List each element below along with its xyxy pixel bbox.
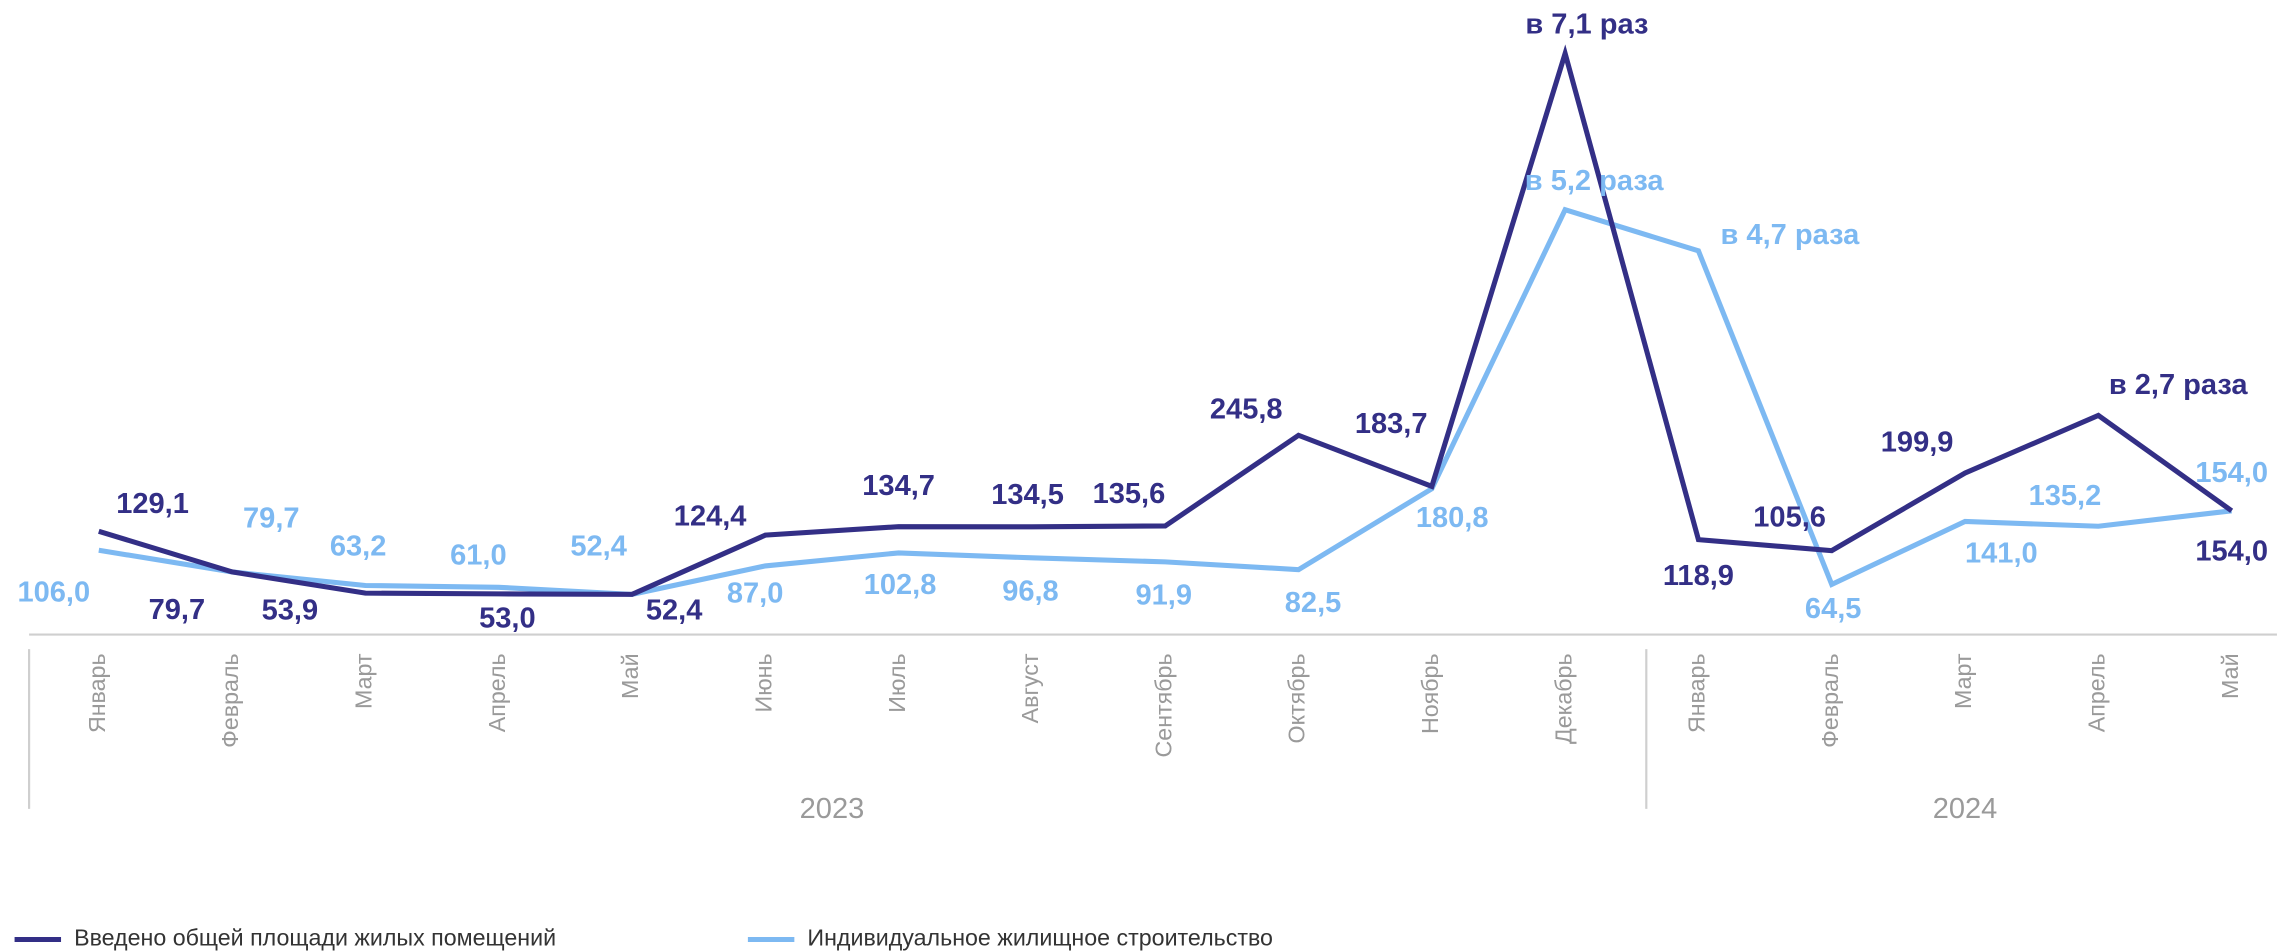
series-line xyxy=(98,44,2234,597)
data-label: 53,9 xyxy=(262,595,319,627)
data-label: 102,8 xyxy=(864,569,937,601)
legend-label: Введено общей площади жилых помещений xyxy=(74,925,556,951)
data-label: 61,0 xyxy=(450,539,507,571)
year-label: 2023 xyxy=(800,793,865,825)
data-label: в 7,1 раз xyxy=(1525,9,1648,41)
data-label: в 4,7 раза xyxy=(1721,219,1861,251)
data-label: 245,8 xyxy=(1210,393,1283,425)
x-tick-label: Октябрь xyxy=(1284,653,1310,743)
data-label: 154,0 xyxy=(2195,536,2268,568)
data-label: 52,4 xyxy=(570,531,627,563)
data-label: 79,7 xyxy=(243,502,300,534)
data-label: 82,5 xyxy=(1285,587,1342,619)
x-tick-label: Февраль xyxy=(217,653,243,747)
data-label: в 5,2 раза xyxy=(1525,165,1665,197)
data-label: 129,1 xyxy=(116,488,189,520)
data-label: 52,4 xyxy=(646,594,703,626)
data-label: 91,9 xyxy=(1136,579,1193,611)
x-tick-label: Ноябрь xyxy=(1417,653,1443,734)
x-tick-label: Март xyxy=(1950,653,1976,709)
data-label: 79,7 xyxy=(149,594,206,626)
data-label: 154,0 xyxy=(2195,457,2268,489)
x-tick-label: Апрель xyxy=(484,653,510,732)
data-label: 106,0 xyxy=(17,577,90,609)
data-label: 199,9 xyxy=(1881,427,1954,459)
data-label: в 2,7 раза xyxy=(2109,369,2249,401)
series-line xyxy=(98,206,2232,597)
legend-label: Индивидуальное жилищное строительство xyxy=(807,925,1273,951)
x-tick-label: Март xyxy=(351,653,377,709)
x-tick-label: Январь xyxy=(84,653,110,733)
data-label: 134,5 xyxy=(991,479,1064,511)
data-label: 183,7 xyxy=(1355,408,1428,440)
x-tick-label: Сентябрь xyxy=(1150,653,1176,757)
x-tick-label: Май xyxy=(2217,653,2243,699)
x-tick-label: Январь xyxy=(1684,653,1710,733)
data-label: 135,6 xyxy=(1093,478,1166,510)
data-label: 87,0 xyxy=(727,578,784,610)
data-label: 134,7 xyxy=(862,470,935,502)
year-label: 2024 xyxy=(1933,793,1998,825)
data-label: 180,8 xyxy=(1416,502,1489,534)
x-tick-label: Июнь xyxy=(750,653,776,712)
data-label: 64,5 xyxy=(1805,593,1862,625)
x-tick-label: Декабрь xyxy=(1550,653,1576,744)
x-tick-label: Февраль xyxy=(1817,653,1843,747)
data-label: 124,4 xyxy=(674,500,747,532)
data-label: 118,9 xyxy=(1663,560,1734,592)
data-label: 105,6 xyxy=(1753,501,1826,533)
data-label: 53,0 xyxy=(479,603,536,635)
x-tick-label: Август xyxy=(1017,653,1043,723)
data-label: 141,0 xyxy=(1965,538,2038,570)
data-label: 96,8 xyxy=(1002,575,1059,607)
data-label: 63,2 xyxy=(330,530,387,562)
x-tick-label: Июль xyxy=(884,653,910,712)
x-tick-label: Апрель xyxy=(2083,653,2109,732)
data-label: 135,2 xyxy=(2029,480,2102,512)
x-tick-label: Май xyxy=(617,653,643,699)
